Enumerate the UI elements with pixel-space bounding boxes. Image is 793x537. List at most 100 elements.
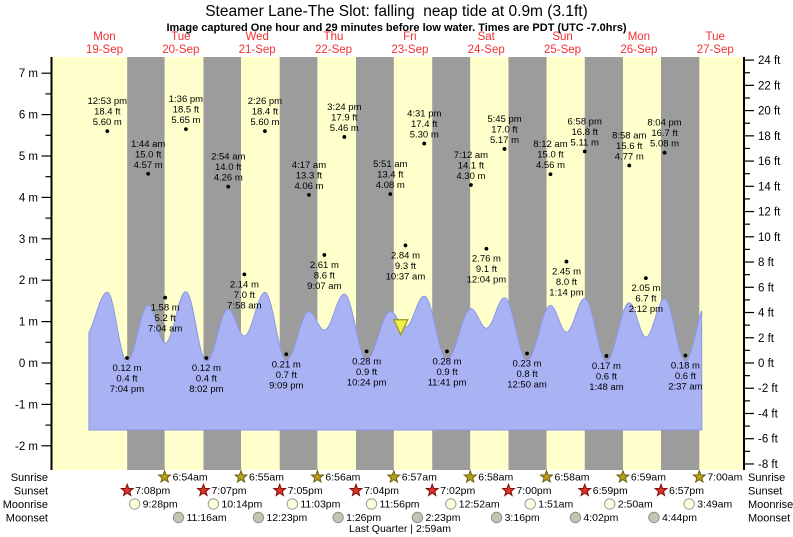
- sunset-icon: [501, 482, 516, 497]
- right-axis-tick-label: 10 ft: [758, 232, 781, 244]
- right-axis-tick: [745, 299, 750, 301]
- left-axis-tick: [41, 403, 51, 405]
- left-axis-tick-label: 3 m: [19, 234, 38, 246]
- right-axis-tick: [745, 210, 754, 213]
- day-label-weekday: Sun: [552, 31, 572, 43]
- left-axis-tick: [45, 93, 51, 95]
- moonrise-icon: [604, 498, 616, 510]
- right-axis-tick: [745, 362, 754, 364]
- tide-event-dot: [403, 243, 408, 248]
- sunrise-time: 6:56am: [325, 472, 360, 484]
- moonset-time: 4:02pm: [583, 512, 618, 524]
- tide-event-dot: [564, 259, 569, 264]
- sunset-time: 7:05pm: [288, 485, 323, 497]
- right-axis-tick-label: -4 ft: [758, 408, 779, 420]
- right-axis-tick: [745, 337, 754, 339]
- tide-event-dot: [388, 192, 393, 196]
- row-label-moonrise-left: Moonrise: [3, 499, 48, 511]
- moonset-time: 12:23pm: [266, 512, 307, 524]
- moonset-icon: [648, 511, 660, 524]
- day-label-date: 22-Sep: [315, 44, 352, 56]
- sunrise-icon: [462, 469, 478, 484]
- day-label-date: 21-Sep: [239, 44, 276, 56]
- right-axis-tick-label: 8 ft: [758, 257, 775, 269]
- left-axis-tick: [45, 176, 51, 178]
- right-axis-tick: [745, 122, 750, 124]
- tide-annotation-high: 2:54 am 14.0 ft 4.26 m: [211, 152, 245, 184]
- sunrise-time: 6:59am: [631, 472, 666, 484]
- right-axis-tick: [745, 261, 754, 263]
- right-axis-tick: [745, 135, 754, 137]
- right-axis-tick-label: 6 ft: [758, 282, 775, 294]
- left-axis-tick-label: 0 m: [19, 358, 38, 370]
- right-axis-tick: [745, 223, 750, 225]
- right-axis-tick-label: 16 ft: [758, 156, 781, 168]
- right-axis-tick-label: 20 ft: [758, 106, 781, 118]
- row-label-sunrise-left: Sunrise: [11, 472, 48, 484]
- right-axis-tick: [745, 425, 750, 427]
- moonset-time: 2:23pm: [425, 512, 460, 524]
- tide-annotation-high: 4:31 pm 17.4 ft 5.30 m: [407, 109, 441, 141]
- left-axis-tick: [45, 300, 51, 302]
- tide-annotation-low: 2.84 m 9.3 ft 10:37 am: [386, 250, 426, 282]
- tide-annotation-high: 8:12 am 15.0 ft 4.56 m: [533, 139, 567, 171]
- right-axis-tick: [745, 463, 754, 465]
- tide-annotation-high: 1:44 am 15.0 ft 4.57 m: [131, 139, 165, 171]
- right-axis-tick-label: 14 ft: [758, 181, 781, 193]
- sunrise-icon: [615, 469, 631, 484]
- sunrise-time: 6:58am: [478, 472, 513, 484]
- tide-annotation-low: 0.12 m 0.4 ft 8:02 pm: [189, 363, 223, 395]
- tide-event-dot: [322, 253, 327, 257]
- day-label-date: 24-Sep: [468, 44, 505, 56]
- sunset-time: 7:08pm: [135, 485, 170, 497]
- moon-phase-note: Last Quarter | 2:59am: [349, 523, 451, 535]
- moonset-time: 1:26pm: [346, 512, 381, 524]
- left-axis-line: [50, 57, 53, 470]
- moonrise-time: 12:52am: [459, 499, 500, 511]
- tide-event-dot: [184, 127, 188, 131]
- tide-annotation-high: 3:24 pm 17.9 ft 5.46 m: [327, 102, 361, 134]
- moonset-time: 11:16am: [186, 512, 226, 524]
- left-axis-tick-label: -1 m: [15, 399, 38, 411]
- sunset-time: 7:07pm: [211, 485, 246, 497]
- right-axis-tick-label: -2 ft: [758, 383, 779, 395]
- row-label-sunrise-right: Sunrise: [748, 472, 785, 484]
- right-axis-tick-label: -6 ft: [758, 434, 779, 446]
- day-label-weekday: Mon: [93, 31, 115, 43]
- tide-event-dot: [445, 349, 449, 354]
- tide-annotation-low: 0.12 m 0.4 ft 7:04 pm: [110, 363, 144, 395]
- tide-annotation-low: 2.76 m 9.1 ft 12:04 pm: [467, 254, 507, 286]
- left-axis-tick: [41, 321, 51, 323]
- sunrise-icon: [386, 469, 402, 484]
- right-axis-tick: [745, 84, 754, 86]
- left-axis-tick: [41, 362, 51, 364]
- tide-event-dot: [643, 276, 648, 281]
- tide-event-dot: [364, 349, 369, 354]
- moonrise-time: 2:50am: [618, 499, 653, 511]
- tide-event-dot: [525, 351, 529, 356]
- right-axis-tick: [745, 375, 750, 377]
- day-label-weekday: Wed: [245, 31, 268, 43]
- moonrise-time: 10:14pm: [221, 499, 262, 511]
- moonset-icon: [411, 511, 424, 524]
- right-axis-tick: [745, 412, 754, 415]
- left-axis-tick-label: 1 m: [19, 317, 38, 329]
- day-label-weekday: Mon: [628, 31, 650, 43]
- row-label-sunset-left: Sunset: [14, 486, 48, 498]
- right-axis-tick: [745, 147, 750, 150]
- moonset-icon: [332, 511, 344, 524]
- tide-event-dot: [105, 129, 110, 134]
- tide-event-dot: [307, 193, 311, 197]
- day-label-weekday: Thu: [324, 31, 344, 43]
- tide-event-dot: [469, 183, 473, 187]
- tide-event-dot: [342, 135, 347, 139]
- right-axis-line: [743, 57, 745, 470]
- right-axis-tick: [745, 248, 750, 251]
- moonrise-icon: [365, 498, 378, 510]
- left-axis-tick: [41, 279, 51, 281]
- sunrise-icon: [539, 469, 554, 484]
- right-axis-tick: [745, 59, 754, 61]
- sunrise-time: 6:55am: [249, 472, 284, 484]
- tide-annotation-high: 5:45 pm 17.0 ft 5.17 m: [487, 114, 521, 146]
